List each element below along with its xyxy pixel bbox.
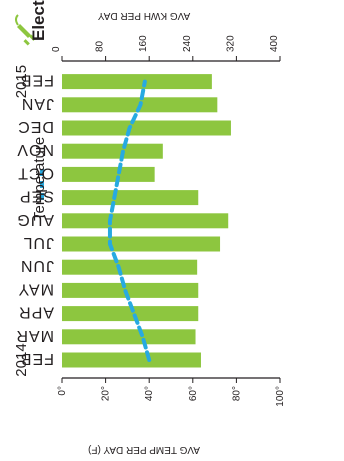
category-label: DEC: [17, 118, 54, 135]
bar: [62, 259, 198, 275]
secondary-tick-label: 40°: [144, 386, 155, 401]
bar: [62, 120, 231, 136]
bar: [62, 213, 229, 229]
bar: [62, 329, 196, 345]
axes: [61, 56, 281, 383]
primary-tick-label: 0: [51, 46, 62, 52]
bar: [62, 143, 163, 159]
chart-title: Electric: [29, 0, 48, 41]
category-label: NOV: [16, 141, 54, 158]
labels: 400 320 240 160 80 0 AVG KWH PER DAY 100° 80° 60°…: [13, 10, 286, 455]
bar: [62, 352, 201, 368]
bar: [62, 190, 199, 206]
bar: [62, 306, 199, 322]
primary-axis-label: AVG KWH PER DAY: [97, 10, 190, 21]
category-label: SEP: [19, 188, 54, 205]
secondary-axis-label: AVG TEMP PER DAY (F): [88, 444, 200, 455]
year-label: 2014: [13, 343, 30, 376]
category-label: FEB: [20, 350, 54, 367]
primary-tick-label: 80: [95, 40, 106, 52]
category-label: JAN: [21, 95, 54, 112]
category-label: JUN: [20, 257, 54, 274]
year-label: 2015: [13, 65, 30, 98]
bar: [62, 166, 155, 182]
chart-rotated-group: Electric Temperature 400 320 240 160 80 0 AVG …: [13, 0, 286, 455]
secondary-tick-label: 100°: [275, 386, 286, 407]
primary-tick-label: 240: [182, 35, 193, 52]
category-label: MAY: [18, 280, 54, 297]
plug-icon: [15, 14, 36, 46]
bar: [62, 74, 212, 90]
secondary-tick-label: 60°: [188, 386, 199, 401]
bars: [62, 74, 231, 368]
temperature-line: [107, 79, 152, 362]
bar: [62, 236, 221, 252]
category-label: MAR: [15, 327, 54, 344]
bar: [62, 282, 199, 298]
secondary-tick-label: 0°: [57, 386, 68, 396]
primary-tick-label: 160: [138, 35, 149, 52]
category-label: FEB: [20, 72, 54, 89]
secondary-tick-label: 80°: [231, 386, 242, 401]
category-label: JUL: [23, 234, 54, 251]
category-label: OCT: [17, 164, 54, 181]
category-label: AUG: [16, 211, 54, 228]
category-label: APR: [18, 304, 54, 321]
secondary-tick-label: 20°: [101, 386, 112, 401]
legend-label: Temperature: [31, 137, 48, 221]
primary-tick-label: 400: [269, 35, 280, 52]
primary-tick-label: 320: [225, 35, 236, 52]
